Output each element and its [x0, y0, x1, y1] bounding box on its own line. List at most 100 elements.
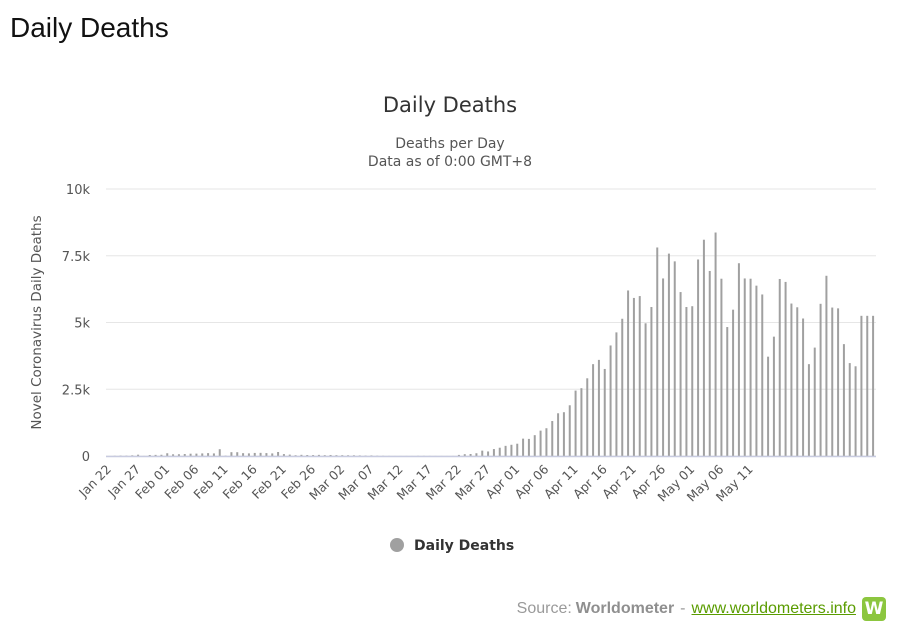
bar-day-33[interactable] [300, 454, 303, 456]
bar-day-118[interactable] [796, 307, 799, 456]
bar-day-112[interactable] [761, 294, 764, 456]
bar-day-77[interactable] [557, 413, 560, 456]
bar-day-99[interactable] [685, 307, 688, 456]
bar-day-38[interactable] [329, 454, 332, 456]
bar-day-89[interactable] [627, 290, 630, 456]
bar-day-74[interactable] [539, 430, 542, 456]
bar-day-21[interactable] [230, 452, 233, 456]
bar-day-72[interactable] [527, 438, 530, 456]
bar-day-110[interactable] [749, 278, 752, 456]
bar-day-108[interactable] [737, 263, 740, 456]
bar-day-113[interactable] [767, 356, 770, 456]
bar-day-67[interactable] [498, 447, 501, 456]
bar-day-61[interactable] [463, 454, 466, 456]
bar-day-111[interactable] [755, 285, 758, 456]
bar-day-104[interactable] [714, 232, 717, 456]
bar-day-93[interactable] [650, 307, 653, 456]
bar-day-66[interactable] [492, 449, 495, 456]
bar-day-129[interactable] [860, 315, 863, 456]
bar-day-119[interactable] [802, 318, 805, 456]
bar-day-34[interactable] [306, 455, 309, 456]
bar-day-73[interactable] [533, 435, 536, 456]
bar-day-126[interactable] [842, 344, 845, 456]
bar-day-40[interactable] [341, 455, 344, 456]
bar-day-88[interactable] [621, 318, 624, 456]
bar-day-124[interactable] [831, 307, 834, 456]
bar-day-81[interactable] [580, 388, 583, 456]
bar-day-121[interactable] [813, 347, 816, 456]
bar-day-12[interactable] [177, 454, 180, 456]
bar-day-86[interactable] [609, 345, 612, 456]
bar-day-106[interactable] [726, 327, 729, 456]
bar-day-130[interactable] [866, 315, 869, 456]
bar-day-94[interactable] [656, 247, 659, 456]
bar-day-101[interactable] [697, 259, 700, 456]
legend-marker[interactable] [390, 538, 404, 552]
bar-day-15[interactable] [195, 453, 198, 456]
bar-day-31[interactable] [288, 454, 291, 456]
source-link[interactable]: www.worldometers.info [691, 600, 857, 617]
bar-day-98[interactable] [679, 292, 682, 456]
bar-day-70[interactable] [516, 443, 519, 456]
bar-day-80[interactable] [574, 390, 577, 456]
bar-day-68[interactable] [504, 445, 507, 456]
bar-day-120[interactable] [807, 364, 810, 456]
bar-day-78[interactable] [562, 412, 565, 456]
legend-item-daily-deaths[interactable]: Daily Deaths [414, 538, 514, 554]
bar-day-75[interactable] [545, 428, 548, 456]
bar-day-115[interactable] [778, 278, 781, 456]
bar-day-60[interactable] [457, 454, 460, 456]
bar-day-10[interactable] [166, 453, 169, 456]
bar-day-83[interactable] [592, 364, 595, 456]
bar-day-107[interactable] [732, 309, 735, 456]
bar-day-29[interactable] [277, 451, 280, 456]
bar-day-71[interactable] [522, 438, 525, 456]
bar-day-16[interactable] [201, 453, 204, 456]
bar-day-131[interactable] [872, 315, 875, 456]
bar-day-82[interactable] [586, 378, 589, 456]
bar-day-35[interactable] [312, 455, 315, 456]
bar-day-95[interactable] [662, 278, 665, 456]
bar-day-65[interactable] [487, 451, 490, 456]
bar-day-27[interactable] [265, 453, 268, 456]
bar-day-41[interactable] [347, 455, 350, 456]
bar-day-4[interactable] [131, 455, 134, 456]
bar-day-125[interactable] [837, 308, 840, 456]
bar-day-7[interactable] [148, 454, 151, 456]
bar-day-43[interactable] [358, 455, 361, 456]
bar-day-24[interactable] [247, 453, 250, 456]
bar-day-25[interactable] [253, 452, 256, 456]
bar-day-42[interactable] [352, 455, 355, 456]
bar-day-37[interactable] [323, 455, 326, 456]
worldometer-logo-icon[interactable]: W [862, 597, 886, 621]
bar-day-62[interactable] [469, 453, 472, 456]
bar-day-28[interactable] [271, 453, 274, 456]
bar-day-5[interactable] [137, 454, 140, 456]
bar-day-92[interactable] [644, 323, 647, 456]
bar-day-103[interactable] [708, 270, 711, 456]
bar-day-127[interactable] [848, 363, 851, 456]
bar-day-100[interactable] [691, 306, 694, 456]
bar-day-114[interactable] [772, 336, 775, 456]
bar-day-90[interactable] [632, 297, 635, 456]
bar-day-97[interactable] [673, 261, 676, 456]
bar-day-76[interactable] [551, 421, 554, 456]
bar-day-30[interactable] [282, 454, 285, 456]
bar-day-19[interactable] [218, 449, 221, 456]
bar-day-109[interactable] [743, 278, 746, 456]
bar-day-84[interactable] [597, 359, 600, 456]
bar-day-23[interactable] [242, 453, 245, 456]
bar-day-91[interactable] [638, 296, 641, 456]
bar-day-22[interactable] [236, 452, 239, 456]
bar-day-63[interactable] [475, 453, 478, 456]
bar-day-8[interactable] [154, 454, 157, 456]
bar-day-18[interactable] [212, 453, 215, 456]
bar-day-11[interactable] [172, 454, 175, 456]
bar-day-87[interactable] [615, 332, 618, 456]
bar-day-14[interactable] [189, 453, 192, 456]
bar-day-105[interactable] [720, 278, 723, 456]
bar-day-117[interactable] [790, 303, 793, 456]
bar-day-79[interactable] [568, 405, 571, 456]
bar-day-39[interactable] [335, 455, 338, 456]
bar-day-96[interactable] [667, 253, 670, 456]
